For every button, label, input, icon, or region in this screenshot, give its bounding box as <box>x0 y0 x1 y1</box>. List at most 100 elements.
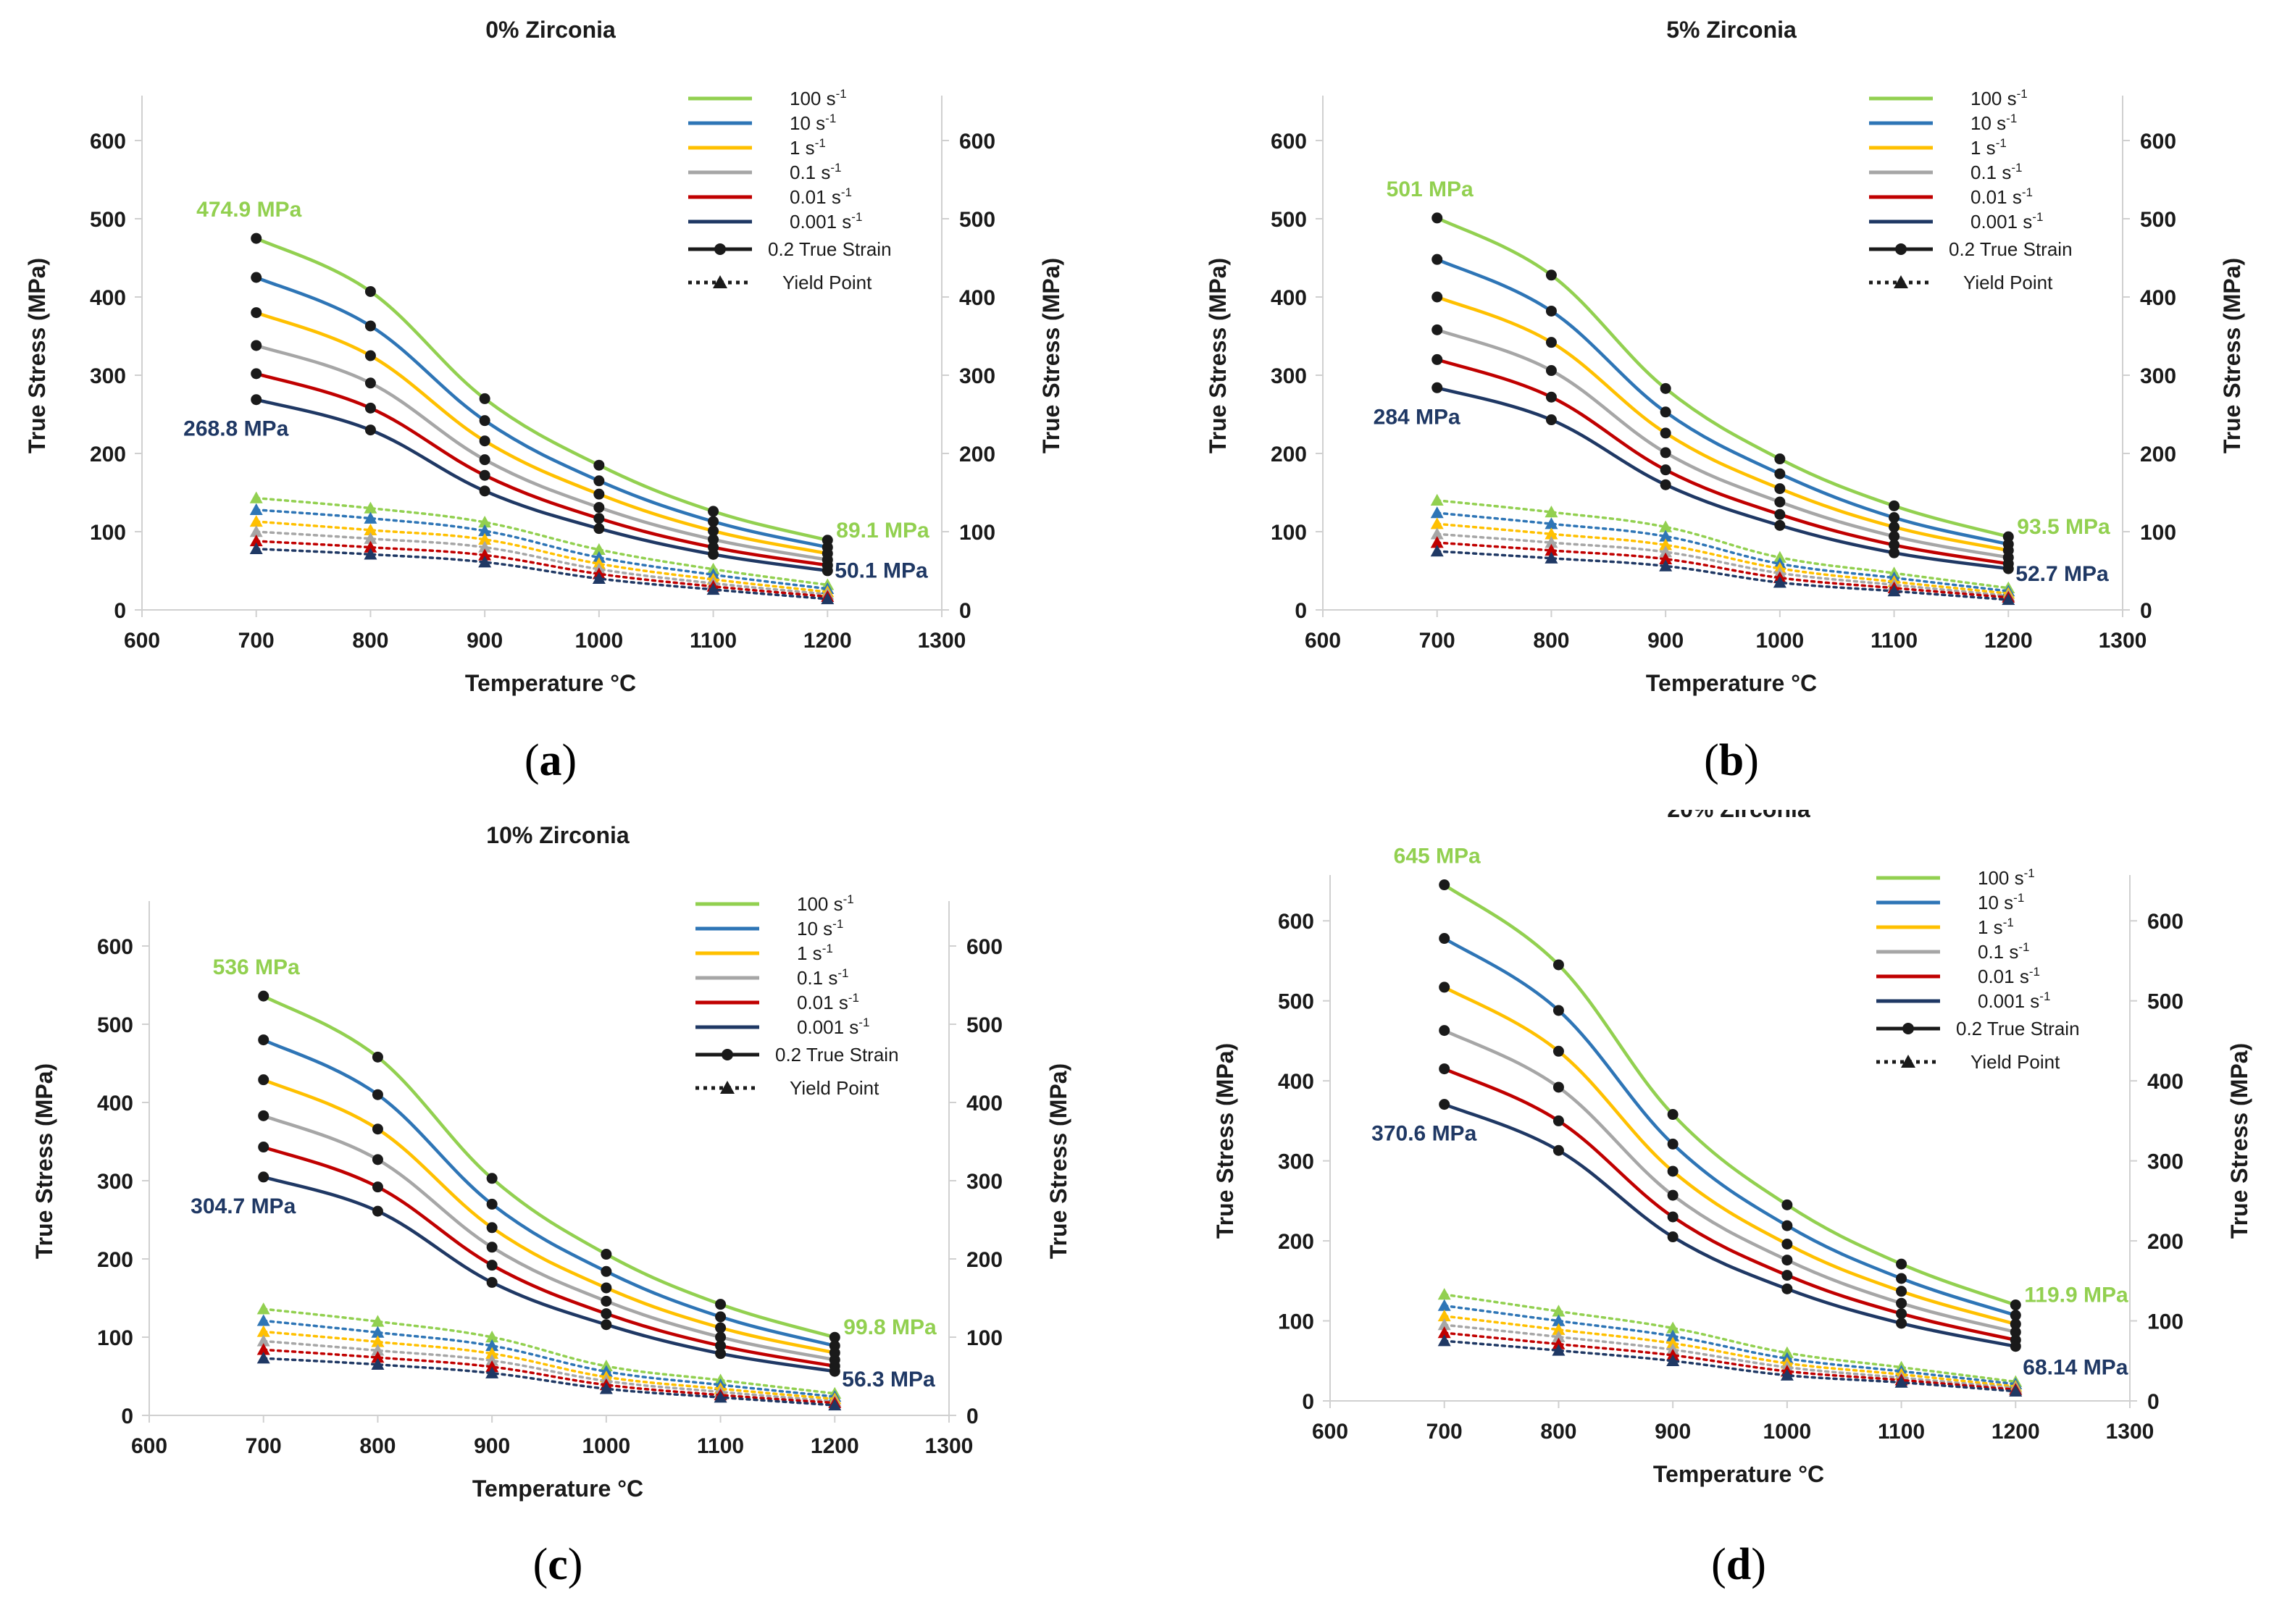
yield-marker <box>249 534 263 547</box>
caption-close: ) <box>568 1540 583 1589</box>
strain-marker <box>1552 1144 1564 1156</box>
yield-marker <box>249 514 263 527</box>
legend-yield-marker <box>1894 275 1908 288</box>
x-axis-label: Temperature °C <box>472 1476 643 1502</box>
legend-label-num: 0.1 s <box>1978 941 2018 963</box>
yield-marker <box>821 592 835 605</box>
annotation-max: 536 MPa <box>213 955 300 979</box>
y-tick-label-left: 400 <box>1271 286 1307 310</box>
y-axis-label-left: True Stress (MPa) <box>24 258 50 453</box>
chart-title: 10% Zirconia <box>486 822 630 848</box>
legend-label-sup: -1 <box>2024 866 2035 880</box>
strain-marker <box>708 516 719 527</box>
strain-marker <box>1889 547 1900 558</box>
strain-marker <box>601 1249 612 1260</box>
legend-label-num: 1 s <box>1970 137 1996 159</box>
strain-marker <box>479 469 490 481</box>
strain-marker <box>601 1282 612 1294</box>
strain-marker <box>593 513 605 524</box>
strain-line-1 <box>255 275 828 549</box>
strain-marker <box>1774 519 1786 531</box>
legend-label-num: 1 s <box>797 942 822 964</box>
strain-marker <box>1889 500 1900 511</box>
legend-label-5: 0.001 s-1 <box>797 1016 869 1038</box>
strain-marker <box>829 1331 840 1343</box>
yield-line-3 <box>262 1339 837 1403</box>
yield-marker <box>1552 1314 1566 1326</box>
legend-label-num: 0.01 s <box>1978 966 2029 987</box>
legend-label-num: 100 s <box>1978 867 2024 889</box>
x-tick-label: 1200 <box>1991 1420 2040 1444</box>
strain-marker <box>1774 508 1786 520</box>
yield-marker <box>1545 527 1558 540</box>
strain-line-4 <box>256 372 828 567</box>
x-tick-label: 1100 <box>697 1434 744 1458</box>
annotation-max-high-temp: 99.8 MPa <box>843 1315 937 1339</box>
strain-marker <box>486 1260 498 1271</box>
legend-strain-marker <box>722 1049 733 1060</box>
y-axis-label-right: True Stress (MPa) <box>2226 1043 2252 1239</box>
yield-marker <box>1894 1376 1908 1388</box>
strain-marker <box>486 1242 498 1253</box>
strain-marker <box>593 459 605 471</box>
annotation-min-high-temp: 68.14 MPa <box>2023 1355 2128 1379</box>
strain-line-0 <box>1436 216 2009 539</box>
legend-yield-label: Yield Point <box>1963 272 2053 293</box>
strain-line-4 <box>262 1145 835 1368</box>
strain-marker <box>715 1331 727 1343</box>
legend-label-sup: -1 <box>851 210 862 224</box>
strain-marker <box>1545 391 1557 403</box>
yield-marker <box>1552 1337 1566 1349</box>
strain-marker <box>2002 563 2014 574</box>
annotation-min-low-temp: 304.7 MPa <box>191 1194 296 1218</box>
y-tick-label-right: 0 <box>2140 599 2152 623</box>
x-tick-label: 1300 <box>925 1434 974 1458</box>
yield-marker <box>1666 1321 1680 1334</box>
yield-marker <box>256 1325 270 1337</box>
legend-label-5: 0.001 s-1 <box>1970 210 2043 233</box>
strain-marker <box>258 1034 269 1046</box>
yield-marker <box>478 540 492 553</box>
yield-marker <box>1437 1334 1451 1347</box>
strain-marker <box>1896 1308 1907 1320</box>
strain-marker <box>486 1276 498 1288</box>
y-tick-label-left: 500 <box>1271 208 1307 232</box>
legend-label-1: 10 s-1 <box>1970 112 2017 134</box>
x-tick-label: 600 <box>131 1434 167 1458</box>
y-axis-label-right: True Stress (MPa) <box>2219 258 2245 453</box>
y-tick-label-left: 500 <box>97 1013 133 1037</box>
y-tick-label-left: 100 <box>90 521 126 545</box>
yield-marker <box>1666 1336 1680 1349</box>
y-tick-label-right: 400 <box>959 286 995 310</box>
legend-label-sup: -1 <box>858 1016 869 1029</box>
yield-marker <box>485 1360 499 1373</box>
y-tick-label-right: 200 <box>959 443 995 466</box>
legend-label-sup: -1 <box>2018 940 2029 954</box>
strain-marker <box>251 233 262 244</box>
yield-marker <box>478 548 492 561</box>
chart-svg: 0% Zirconia 0 0 100 100 200 200 300 300 400 400 500… <box>24 17 1064 785</box>
strain-line-5 <box>1443 1102 2016 1348</box>
yield-line-5 <box>1442 1339 2018 1393</box>
y-tick-label-right: 0 <box>2147 1390 2160 1414</box>
panel-caption: (d) <box>1711 1540 1766 1589</box>
strain-marker <box>593 523 605 535</box>
strain-marker <box>829 1365 840 1377</box>
yield-line-2 <box>1442 1315 2018 1388</box>
yield-marker <box>1430 545 1444 557</box>
strain-marker <box>1896 1286 1907 1297</box>
yield-line-1 <box>254 508 829 590</box>
yield-marker <box>371 1344 385 1356</box>
legend-label-sup: -1 <box>2022 185 2033 199</box>
caption-open: ( <box>524 736 540 785</box>
legend-label-sup: -1 <box>2029 965 2040 979</box>
yield-line-5 <box>254 548 829 600</box>
legend-strain-label: 0.2 True Strain <box>768 238 892 260</box>
strain-marker <box>258 1142 269 1153</box>
legend-label-num: 0.1 s <box>1970 162 2011 183</box>
legend-label-0: 100 s-1 <box>1970 87 2028 109</box>
strain-marker <box>364 377 376 389</box>
chart-panel-c: 10% Zirconia 0 0 100 100 200 200 300 300 400 400 50… <box>7 810 1094 1624</box>
strain-marker <box>1781 1255 1793 1266</box>
